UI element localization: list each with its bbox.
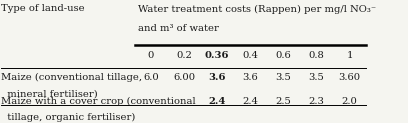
Text: 3.6: 3.6 [208, 73, 226, 82]
Text: and m³ of water: and m³ of water [138, 24, 219, 33]
Text: tillage, organic fertiliser): tillage, organic fertiliser) [1, 113, 136, 122]
Text: 0.8: 0.8 [308, 51, 324, 60]
Text: Maize with a cover crop (conventional: Maize with a cover crop (conventional [1, 97, 196, 106]
Text: 0.4: 0.4 [242, 51, 258, 60]
Text: 0.6: 0.6 [275, 51, 291, 60]
Text: 1: 1 [346, 51, 353, 60]
Text: 6.0: 6.0 [143, 73, 159, 82]
Text: 6.00: 6.00 [173, 73, 195, 82]
Text: 2.0: 2.0 [341, 97, 357, 106]
Text: 3.5: 3.5 [275, 73, 291, 82]
Text: Maize (conventional tillage,: Maize (conventional tillage, [1, 73, 142, 82]
Text: Water treatment costs (Rappen) per mg/l NO₃⁻: Water treatment costs (Rappen) per mg/l … [138, 4, 376, 14]
Text: 3.5: 3.5 [308, 73, 324, 82]
Text: 3.60: 3.60 [339, 73, 361, 82]
Text: 2.4: 2.4 [208, 97, 226, 106]
Text: 0: 0 [148, 51, 154, 60]
Text: 2.5: 2.5 [275, 97, 291, 106]
Text: 3.6: 3.6 [242, 73, 258, 82]
Text: mineral fertiliser): mineral fertiliser) [1, 89, 98, 98]
Text: 0.36: 0.36 [205, 51, 229, 60]
Text: 0.2: 0.2 [176, 51, 192, 60]
Text: 2.3: 2.3 [308, 97, 324, 106]
Text: Type of land-use: Type of land-use [1, 4, 85, 13]
Text: 2.4: 2.4 [242, 97, 258, 106]
